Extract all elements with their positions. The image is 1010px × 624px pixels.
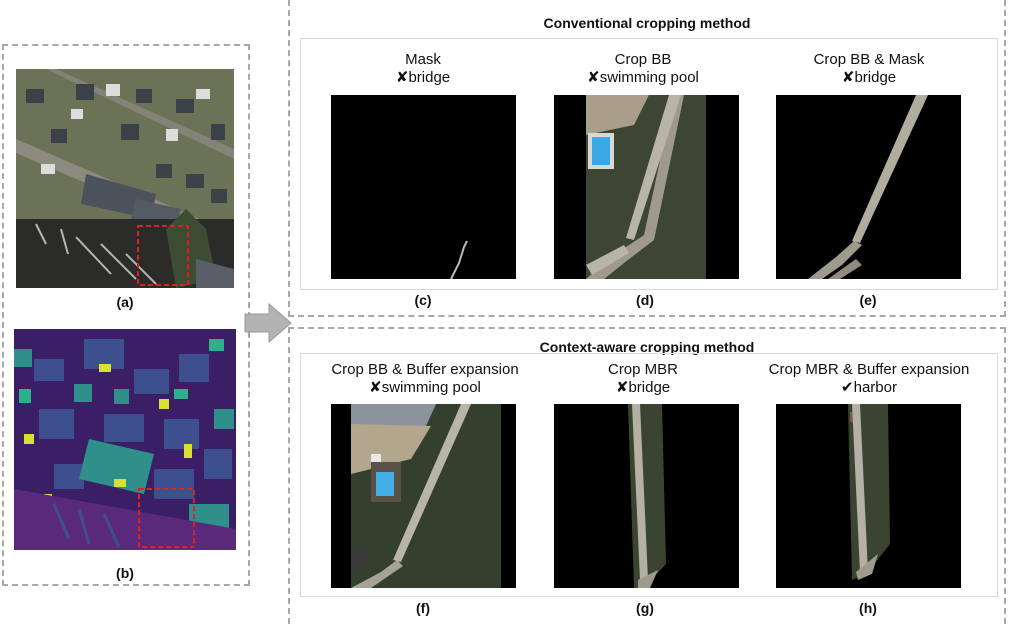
panel-g-class: bridge bbox=[628, 379, 671, 396]
cross-mark-icon: ✘ bbox=[395, 69, 409, 86]
panel-e-method: Crop BB & Mask bbox=[813, 51, 925, 68]
conventional-title: Conventional cropping method bbox=[543, 15, 751, 31]
panel-h-image bbox=[776, 404, 961, 588]
panel-h-class: harbor bbox=[853, 379, 897, 396]
panel-f-class: swimming pool bbox=[381, 379, 481, 396]
label-c: (c) bbox=[414, 292, 432, 308]
label-a: (a) bbox=[116, 294, 134, 310]
panel-e-image bbox=[776, 95, 961, 279]
label-f: (f) bbox=[416, 600, 430, 616]
cross-mark-icon: ✘ bbox=[587, 69, 600, 86]
cross-mark-icon: ✘ bbox=[841, 69, 855, 86]
aerial-image-a bbox=[16, 69, 234, 288]
right-arrow-icon bbox=[243, 301, 293, 345]
label-e: (e) bbox=[859, 292, 877, 308]
context-aware-group bbox=[288, 327, 1006, 624]
panel-f-caption: Crop BB & Buffer expansion ✘swimming poo… bbox=[305, 361, 545, 397]
conventional-inner-frame bbox=[300, 38, 998, 290]
panel-e-caption: Crop BB & Mask ✘bridge bbox=[766, 51, 972, 87]
panel-d-image bbox=[554, 95, 739, 279]
segmentation-mask-b bbox=[14, 329, 236, 550]
panel-h-caption: Crop MBR & Buffer expansion ✔harbor bbox=[748, 361, 990, 397]
panel-f-image bbox=[331, 404, 516, 588]
label-b: (b) bbox=[116, 565, 134, 581]
cross-mark-icon: ✘ bbox=[615, 379, 629, 396]
panel-d-class: swimming pool bbox=[599, 69, 699, 86]
panel-c-image bbox=[331, 95, 516, 279]
panel-h-method: Crop MBR & Buffer expansion bbox=[768, 361, 970, 378]
label-h: (h) bbox=[859, 600, 877, 616]
panel-f-method: Crop BB & Buffer expansion bbox=[331, 361, 519, 378]
panel-g-caption: Crop MBR ✘bridge bbox=[540, 361, 746, 397]
context-aware-title: Context-aware cropping method bbox=[539, 339, 755, 355]
panel-d-method: Crop BB bbox=[614, 51, 672, 68]
check-mark-icon: ✔ bbox=[841, 379, 854, 396]
panel-e-class: bridge bbox=[854, 69, 897, 86]
panel-g-image bbox=[554, 404, 739, 588]
panel-d-caption: Crop BB ✘swimming pool bbox=[540, 51, 746, 87]
panel-c-method: Mask bbox=[405, 51, 441, 68]
label-g: (g) bbox=[636, 600, 654, 616]
context-aware-inner-frame bbox=[300, 353, 998, 597]
label-d: (d) bbox=[636, 292, 654, 308]
cross-mark-icon: ✘ bbox=[369, 379, 382, 396]
panel-c-caption: Mask ✘bridge bbox=[320, 51, 526, 87]
conventional-group bbox=[288, 0, 1006, 317]
panel-g-method: Crop MBR bbox=[607, 361, 678, 378]
panel-c-class: bridge bbox=[408, 69, 451, 86]
